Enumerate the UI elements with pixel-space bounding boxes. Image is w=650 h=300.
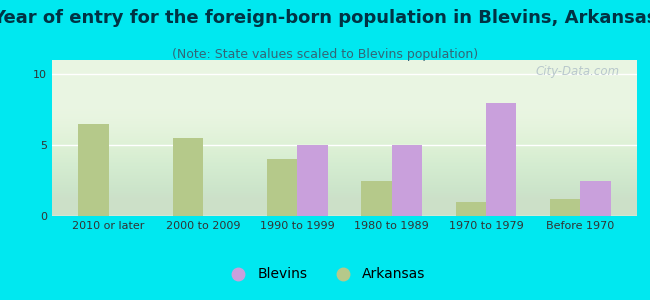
Text: City-Data.com: City-Data.com (536, 65, 619, 78)
Bar (297, 145, 328, 216)
Bar (79, 124, 109, 216)
Legend: Blevins, Arkansas: Blevins, Arkansas (219, 262, 431, 287)
Bar (267, 159, 297, 216)
Text: Year of entry for the foreign-born population in Blevins, Arkansas: Year of entry for the foreign-born popul… (0, 9, 650, 27)
Bar (173, 138, 203, 216)
Text: (Note: State values scaled to Blevins population): (Note: State values scaled to Blevins po… (172, 48, 478, 61)
Bar (361, 181, 392, 216)
Bar (580, 181, 610, 216)
Bar (456, 202, 486, 216)
Bar (550, 199, 580, 216)
Bar (486, 103, 516, 216)
Bar (392, 145, 422, 216)
